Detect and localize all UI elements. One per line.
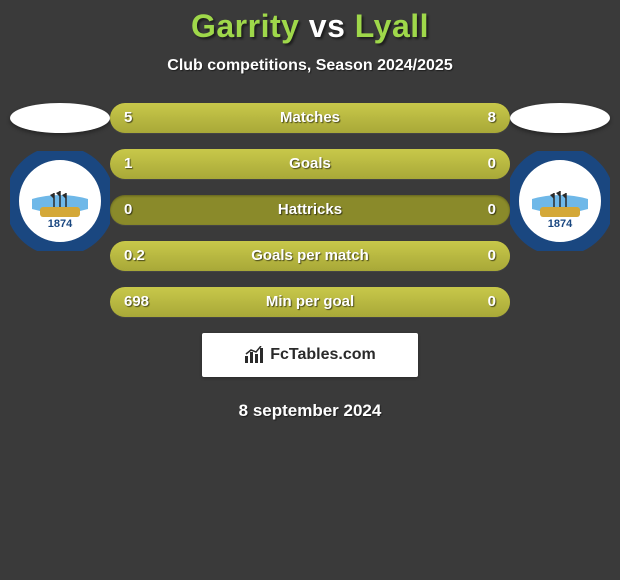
stat-bar-row: 6980Min per goal (110, 287, 510, 317)
morton-badge-icon: 1874 GREENOCK · MORTON · F.C. LTD (510, 151, 610, 251)
date-text: 8 september 2024 (0, 401, 620, 421)
svg-text:1874: 1874 (48, 218, 73, 230)
player1-name: Garrity (191, 8, 299, 44)
player1-club-badge: 1874 GREENOCK · MORTON · F.C. LTD (10, 151, 110, 251)
comparison-bars: 58Matches 10Goals 00Hattricks 0.20Goals per… (110, 103, 510, 317)
svg-text:1874: 1874 (548, 218, 573, 230)
comparison-title: Garrity vs Lyall (0, 8, 620, 45)
player1-avatar-placeholder (10, 103, 110, 133)
player2-name: Lyall (355, 8, 429, 44)
player2-avatar-placeholder (510, 103, 610, 133)
bar-label: Goals per match (110, 241, 510, 271)
brand-logo-box: FcTables.com (202, 333, 418, 377)
stat-bar-row: 58Matches (110, 103, 510, 133)
morton-badge-icon: 1874 GREENOCK · MORTON · F.C. LTD (10, 151, 110, 251)
stats-area: 1874 GREENOCK · MORTON · F.C. LTD 1874 (0, 103, 620, 421)
stat-bar-row: 00Hattricks (110, 195, 510, 225)
player2-club-badge: 1874 GREENOCK · MORTON · F.C. LTD (510, 151, 610, 251)
infographic-container: Garrity vs Lyall Club competitions, Seas… (0, 0, 620, 421)
stat-bar-row: 10Goals (110, 149, 510, 179)
subtitle: Club competitions, Season 2024/2025 (0, 57, 620, 75)
brand-name: FcTables.com (270, 346, 376, 364)
brand-logo: FcTables.com (244, 346, 376, 364)
bar-label: Goals (110, 149, 510, 179)
stat-bar-row: 0.20Goals per match (110, 241, 510, 271)
bar-label: Hattricks (110, 195, 510, 225)
bar-label: Matches (110, 103, 510, 133)
bar-label: Min per goal (110, 287, 510, 317)
bar-chart-icon (244, 346, 266, 364)
vs-word: vs (309, 8, 346, 44)
